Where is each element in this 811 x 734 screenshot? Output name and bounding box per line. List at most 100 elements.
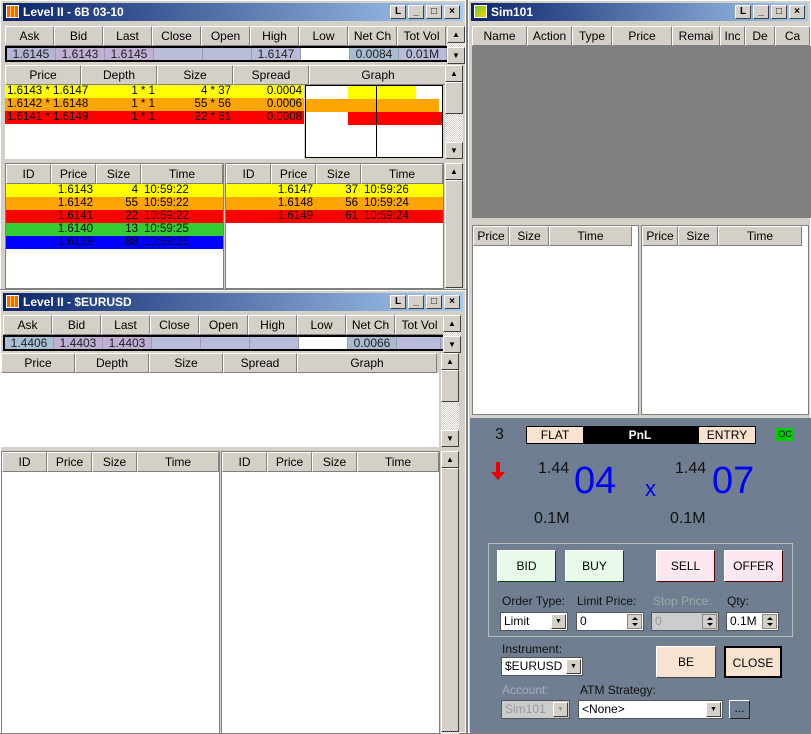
column-header[interactable]: Net Ch <box>346 315 395 335</box>
column-header[interactable]: Open <box>199 315 248 335</box>
limit-price-input[interactable]: 0 <box>576 612 644 631</box>
column-header[interactable]: Size <box>316 164 361 184</box>
column-header[interactable]: Price <box>642 226 678 246</box>
column-header[interactable]: Size <box>157 65 233 85</box>
column-header[interactable]: Size <box>312 452 357 472</box>
column-header[interactable]: Time <box>549 226 632 246</box>
ts-scrollbar[interactable]: ▲ <box>445 163 463 289</box>
instrument-select[interactable]: $EURUSD ▼ <box>501 657 583 676</box>
dropdown-arrow-icon[interactable]: ▼ <box>706 702 721 717</box>
column-header[interactable]: Graph <box>297 353 437 373</box>
column-header[interactable]: ID <box>2 452 47 472</box>
depth-row[interactable]: 1.6142 * 1.6148 1 * 1 55 * 56 0.0006 <box>5 98 304 111</box>
column-header[interactable]: Bid <box>52 315 101 335</box>
spinner-icon[interactable] <box>627 614 642 629</box>
sell-button[interactable]: SELL <box>656 550 715 582</box>
column-header[interactable]: Tot Vol <box>397 26 446 46</box>
flat-button[interactable]: FLAT <box>527 427 583 443</box>
trade-row[interactable]: 1.6141 22 10:59:22 <box>6 210 223 223</box>
column-header[interactable]: Size <box>92 452 137 472</box>
dropdown-arrow-icon[interactable]: ▼ <box>551 614 566 629</box>
atm-more-button[interactable]: ... <box>729 700 750 719</box>
column-header[interactable]: Ask <box>5 26 54 46</box>
minimize-button[interactable]: _ <box>408 295 424 309</box>
column-header[interactable]: Inc <box>720 26 745 46</box>
trade-row[interactable]: 1.6142 55 10:59:22 <box>6 197 223 210</box>
column-header[interactable]: Size <box>96 164 141 184</box>
trade-row[interactable]: 1.6149 61 10:59:24 <box>226 210 443 223</box>
column-header[interactable]: Time <box>357 452 439 472</box>
maximize-button[interactable]: □ <box>771 5 787 19</box>
quote-scrollbar[interactable]: ▲ ▼ <box>443 315 461 353</box>
maximize-button[interactable]: □ <box>426 295 442 309</box>
offer-button[interactable]: OFFER <box>724 550 783 582</box>
column-header[interactable]: ID <box>226 164 271 184</box>
trade-row[interactable]: 1.6143 4 10:59:22 <box>6 184 223 197</box>
pnl-label[interactable]: PnL <box>628 428 652 442</box>
column-header[interactable]: Price <box>5 65 81 85</box>
column-header[interactable]: Last <box>101 315 150 335</box>
column-header[interactable]: Net Ch <box>348 26 397 46</box>
column-header[interactable]: Price <box>612 26 672 46</box>
column-header[interactable]: Size <box>678 226 718 246</box>
close-button[interactable]: × <box>789 5 805 19</box>
column-header[interactable]: Price <box>51 164 96 184</box>
depth-row[interactable]: 1.6141 * 1.6149 1 * 1 22 * 61 0.0008 <box>5 111 304 124</box>
atm-strategy-select[interactable]: <None> ▼ <box>578 700 723 719</box>
column-header[interactable]: Depth <box>75 353 149 373</box>
trade-row[interactable]: 1.6139 88 10:59:25 <box>6 236 223 249</box>
column-header[interactable]: Ask <box>3 315 52 335</box>
column-header[interactable]: Spread <box>223 353 297 373</box>
order-type-select[interactable]: Limit ▼ <box>500 612 568 631</box>
title-bar[interactable]: Sim101 L _ □ × <box>471 3 808 21</box>
trade-row[interactable]: 1.6140 13 10:59:25 <box>6 223 223 236</box>
column-header[interactable]: Action <box>527 26 572 46</box>
column-header[interactable]: Last <box>103 26 152 46</box>
column-header[interactable]: Depth <box>81 65 157 85</box>
column-header[interactable]: ID <box>222 452 267 472</box>
column-header[interactable]: Price <box>271 164 316 184</box>
column-header[interactable]: De <box>745 26 775 46</box>
bid-button[interactable]: BID <box>497 550 556 582</box>
column-header[interactable]: Close <box>150 315 199 335</box>
close-position-button[interactable]: CLOSE <box>724 646 782 678</box>
column-header[interactable]: Time <box>361 164 443 184</box>
close-button[interactable]: × <box>444 295 460 309</box>
column-header[interactable]: Tot Vol <box>395 315 444 335</box>
column-header[interactable]: Spread <box>233 65 309 85</box>
column-header[interactable]: Size <box>149 353 223 373</box>
trade-row[interactable]: 1.6147 37 10:59:26 <box>226 184 443 197</box>
ts-scrollbar[interactable]: ▲ <box>441 451 459 734</box>
depth-row[interactable]: 1.6143 * 1.6147 1 * 1 4 * 37 0.0004 <box>5 85 304 98</box>
depth-scrollbar[interactable]: ▲ ▼ <box>445 65 463 159</box>
column-header[interactable]: Close <box>152 26 201 46</box>
minimize-button[interactable]: _ <box>408 5 424 19</box>
column-header[interactable]: Ca <box>775 26 810 46</box>
oc-indicator[interactable]: OC <box>776 428 794 441</box>
column-header[interactable]: Bid <box>54 26 103 46</box>
depth-scrollbar[interactable]: ▲ ▼ <box>441 353 459 447</box>
link-button[interactable]: L <box>735 5 751 19</box>
column-header[interactable]: Size <box>509 226 549 246</box>
qty-input[interactable]: 0.1M <box>726 612 779 631</box>
be-button[interactable]: BE <box>656 646 716 678</box>
column-header[interactable]: Low <box>299 26 348 46</box>
dropdown-arrow-icon[interactable]: ▼ <box>566 659 581 674</box>
column-header[interactable]: ID <box>6 164 51 184</box>
column-header[interactable]: Price <box>47 452 92 472</box>
minimize-button[interactable]: _ <box>753 5 769 19</box>
quote-scrollbar[interactable]: ▲ ▼ <box>447 26 465 64</box>
column-header[interactable]: Price <box>473 226 509 246</box>
column-header[interactable]: Time <box>137 452 219 472</box>
entry-button[interactable]: ENTRY <box>699 427 755 443</box>
title-bar[interactable]: Level II - $EURUSD L _ □ × <box>3 293 463 311</box>
link-button[interactable]: L <box>390 5 406 19</box>
column-header[interactable]: Name <box>472 26 527 46</box>
maximize-button[interactable]: □ <box>426 5 442 19</box>
scroll-thumb[interactable] <box>445 82 463 114</box>
column-header[interactable]: High <box>250 26 299 46</box>
column-header[interactable]: Price <box>1 353 75 373</box>
column-header[interactable]: Open <box>201 26 250 46</box>
spinner-icon[interactable] <box>762 614 777 629</box>
trade-row[interactable]: 1.6148 56 10:59:24 <box>226 197 443 210</box>
